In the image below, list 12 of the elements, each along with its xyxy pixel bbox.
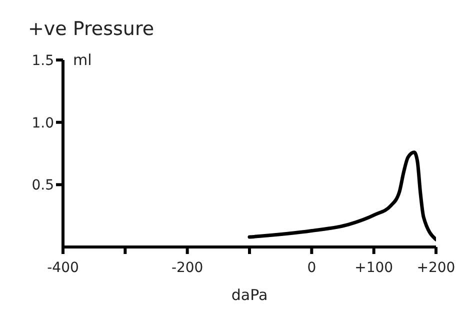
y-tick-label: 1.5 xyxy=(32,52,54,69)
x-tick-label: -200 xyxy=(171,260,204,276)
x-tick-label: -400 xyxy=(47,260,79,276)
x-tick-label: +100 xyxy=(354,260,394,276)
x-tick-label: +200 xyxy=(416,260,456,276)
y-tick-label: 1.0 xyxy=(32,115,54,132)
line-series xyxy=(248,150,436,242)
y-axis-title: ml xyxy=(73,51,92,69)
chart-title: +ve Pressure xyxy=(28,18,154,40)
y-tick-label: 0.5 xyxy=(32,178,54,194)
x-tick-label: 0 xyxy=(307,260,316,276)
x-axis-title: daPa xyxy=(231,286,268,304)
